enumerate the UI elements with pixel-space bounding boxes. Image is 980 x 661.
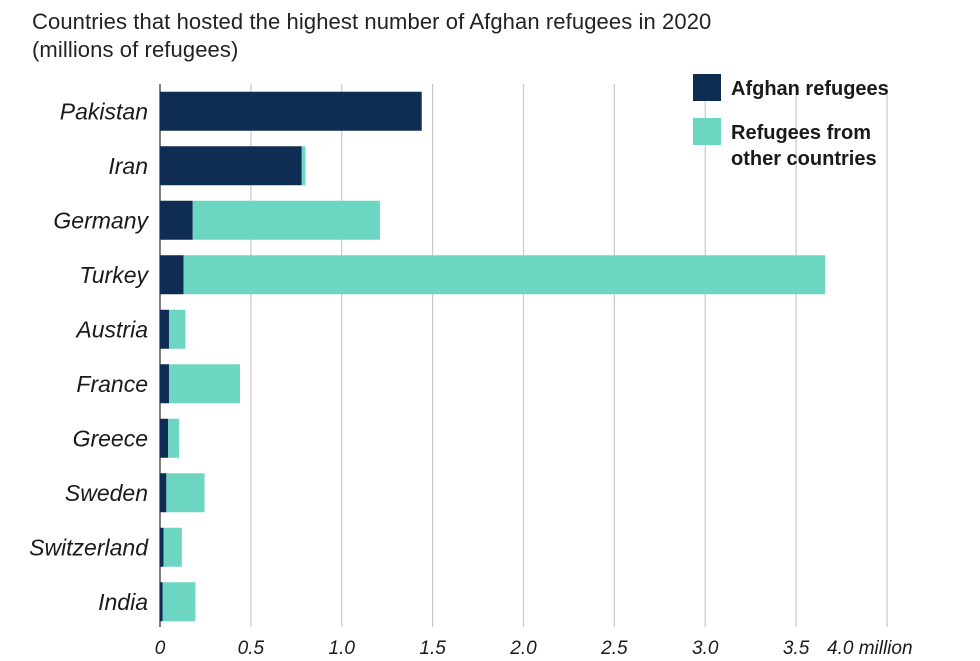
legend-label-afghan-refugees: Afghan refugees — [731, 78, 889, 100]
bar-france-other — [169, 364, 240, 404]
bar-switzerland-afghan — [160, 527, 164, 567]
tick-label-1-5: 1.5 — [419, 638, 446, 659]
legend: Afghan refugees Refugees from other countr… — [693, 74, 889, 170]
bar-iran-other — [301, 146, 306, 186]
tick-label-2-5: 2.5 — [600, 638, 628, 659]
tick-label-3-5: 3.5 — [783, 638, 810, 659]
bar-turkey-other — [183, 255, 826, 295]
tick-label-4-0-million: 4.0 million — [827, 638, 913, 659]
x-axis-ticks: 0 0.5 1.0 1.5 2.0 2.5 3.0 3.5 4.0 million — [155, 638, 913, 659]
category-label-pakistan: Pakistan — [60, 98, 148, 124]
bar-iran-afghan — [160, 146, 302, 186]
tick-label-2-0: 2.0 — [509, 638, 537, 659]
tick-label-3-0: 3.0 — [692, 638, 719, 659]
bar-austria-afghan — [160, 309, 170, 349]
category-labels: Pakistan Iran Germany Turkey Austria France Gr… — [29, 98, 149, 615]
bar-greece-other — [168, 418, 180, 458]
bars — [160, 91, 826, 622]
tick-label-1-0: 1.0 — [329, 638, 356, 659]
category-label-india: India — [98, 589, 148, 615]
chart-subtitle: (millions of refugees) — [32, 37, 239, 62]
category-label-greece: Greece — [73, 425, 148, 451]
bar-germany-afghan — [160, 200, 193, 240]
bar-sweden-other — [166, 473, 205, 513]
bar-switzerland-other — [163, 527, 182, 567]
category-label-switzerland: Switzerland — [29, 534, 149, 560]
bar-sweden-afghan — [160, 473, 167, 513]
category-label-austria: Austria — [74, 316, 148, 342]
bar-germany-other — [192, 200, 380, 240]
tick-label-0-5: 0.5 — [238, 638, 265, 659]
bar-pakistan-afghan — [160, 91, 422, 131]
category-label-france: France — [76, 371, 148, 397]
tick-label-0: 0 — [155, 638, 166, 659]
legend-label-refugees-from-other-countries: Refugees from other countries — [731, 122, 877, 170]
legend-swatch-refugees-from-other-countries — [693, 118, 721, 145]
chart-title-block: Countries that hosted the highest number… — [32, 8, 832, 64]
category-label-turkey: Turkey — [79, 262, 149, 288]
bar-greece-afghan — [160, 418, 169, 458]
category-label-sweden: Sweden — [65, 480, 148, 506]
bar-india-afghan — [160, 582, 163, 622]
category-label-iran: Iran — [108, 153, 148, 179]
bar-france-afghan — [160, 364, 170, 404]
bar-india-other — [162, 582, 196, 622]
bar-turkey-afghan — [160, 255, 184, 295]
category-label-germany: Germany — [53, 207, 149, 233]
legend-swatch-afghan-refugees — [693, 74, 721, 101]
chart-title: Countries that hosted the highest number… — [32, 9, 712, 34]
bar-austria-other — [169, 309, 186, 349]
